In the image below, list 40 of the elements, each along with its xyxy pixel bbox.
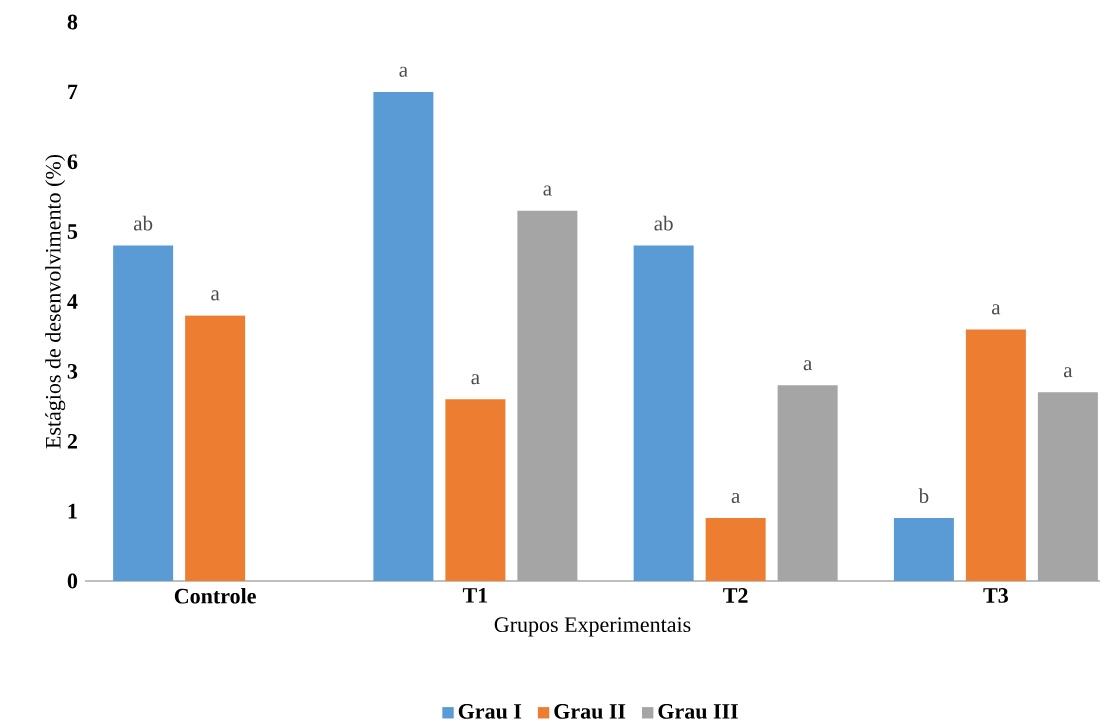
bar [1037,392,1098,581]
y-tick-label: 2 [67,433,77,449]
bar [113,245,174,581]
data-label: a [211,290,220,301]
y-tick-label: 4 [67,294,78,309]
legend-label: Grau I [458,704,522,719]
y-tick-label: 1 [68,503,77,519]
bar [705,518,766,581]
bar [965,329,1026,581]
bar [633,245,694,581]
bar [893,518,954,581]
x-tick-label: T2 [723,588,748,603]
bar [185,315,246,581]
bar [777,385,838,581]
y-tick-label: 7 [68,84,78,100]
x-tick-label: T1 [462,588,488,603]
bar [517,210,578,581]
y-tick-label: 3 [67,364,78,379]
data-label: a [543,185,552,196]
data-label: ab [654,215,673,231]
x-axis-title: Grupos Experimentais [494,617,691,637]
data-label: a [471,374,480,385]
bar [373,91,434,581]
y-axis-title: Estágios de desenvolvimento (%) [45,154,66,449]
y-tick-label: 5 [67,224,78,239]
data-label: a [731,492,741,504]
bar [445,399,506,581]
data-label: ab [133,215,153,231]
data-label: a [803,360,813,371]
data-label: a [399,66,408,77]
data-label: a [1063,367,1073,378]
data-label: b [918,488,929,504]
x-tick-label: Controle [174,588,256,604]
y-tick-label: 8 [67,14,78,30]
y-tick-label: 6 [67,154,78,170]
legend-label: Grau II [554,704,626,719]
data-label: a [991,304,1001,315]
x-tick-label: T3 [983,588,1008,603]
legend-label: Grau III [658,704,738,719]
y-tick-label: 0 [67,573,78,589]
